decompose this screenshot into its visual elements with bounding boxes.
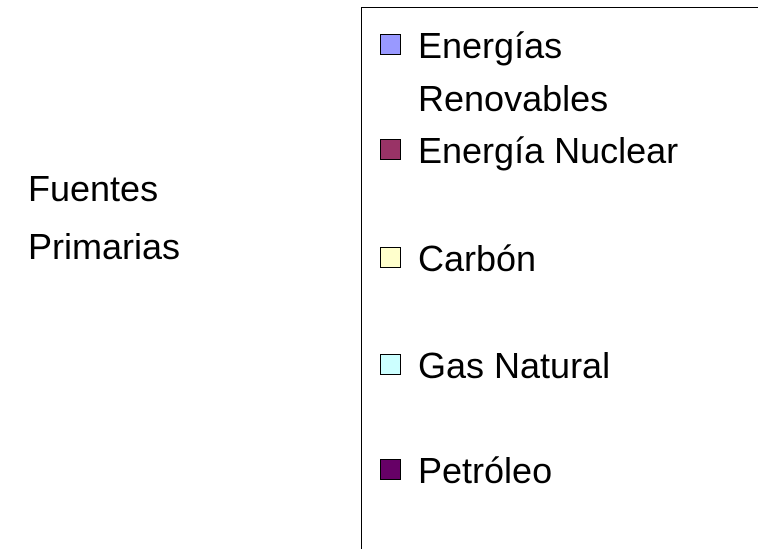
legend-swatch — [380, 459, 401, 480]
axis-line — [361, 7, 362, 549]
category-label: Fuentes Primarias — [28, 168, 181, 267]
legend-label: Petróleo — [418, 450, 553, 491]
legend-swatch — [380, 34, 401, 55]
legend-swatch — [380, 247, 401, 268]
legend-swatch — [380, 139, 401, 160]
legend-swatch — [380, 354, 401, 375]
legend-label: Carbón — [418, 238, 537, 279]
legend-label: Energías Renovables — [418, 25, 609, 119]
legend-label: Gas Natural — [418, 345, 611, 386]
legend-label: Energía Nuclear — [418, 130, 679, 171]
plot-border — [361, 7, 758, 8]
